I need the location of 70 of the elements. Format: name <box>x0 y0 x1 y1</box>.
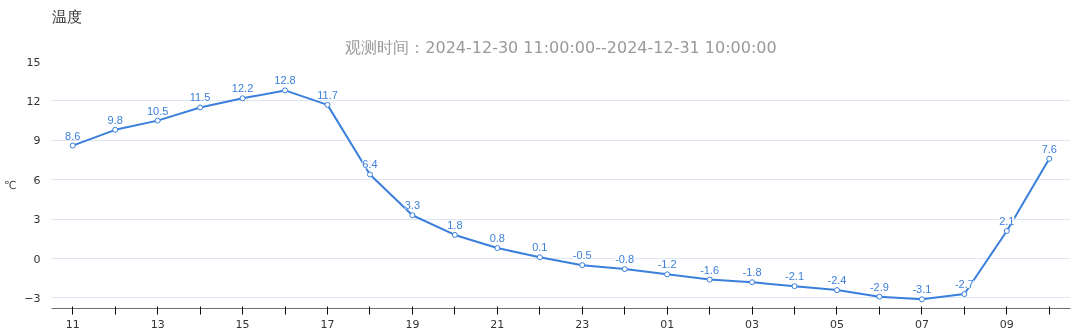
point <box>451 231 458 238</box>
x-tick-label: 11 <box>65 317 80 331</box>
data-label: -2.7 <box>954 278 974 291</box>
x-tick-label: 17 <box>320 317 335 331</box>
data-label: 11.5 <box>189 91 211 104</box>
x-tick-label: 13 <box>150 317 165 331</box>
point <box>366 171 373 178</box>
data-label: 8.6 <box>65 129 81 142</box>
point <box>1003 227 1010 234</box>
point <box>239 95 246 102</box>
data-label: 3.3 <box>404 199 421 212</box>
x-tick-label: 15 <box>235 317 250 331</box>
y-tick-label: 12 <box>26 94 41 108</box>
data-label: 2.1 <box>999 214 1015 227</box>
point <box>324 101 331 108</box>
point <box>282 87 289 94</box>
data-label: -2.4 <box>827 274 847 287</box>
point <box>961 291 968 298</box>
point <box>664 271 671 278</box>
data-label: 11.7 <box>317 88 338 101</box>
y-tick-label: 15 <box>26 55 41 69</box>
data-label: -3.1 <box>912 283 932 296</box>
data-label: 6.4 <box>362 158 378 171</box>
data-label: 0.8 <box>489 232 505 245</box>
x-tick-label: 23 <box>575 317 590 331</box>
point <box>69 142 76 149</box>
point <box>1046 155 1053 162</box>
data-label: -1.6 <box>700 263 720 276</box>
data-label: -1.2 <box>657 258 677 271</box>
y-tick-label: 3 <box>33 213 41 227</box>
y-tick-label: 9 <box>33 134 41 148</box>
point <box>621 266 628 273</box>
data-label: 12.8 <box>274 74 296 87</box>
point <box>791 283 798 290</box>
point <box>749 279 756 286</box>
x-tick-label: 09 <box>999 317 1014 331</box>
point <box>536 254 543 261</box>
data-label: 9.8 <box>107 113 123 126</box>
data-label: -2.1 <box>785 270 805 283</box>
data-label: -0.5 <box>572 249 592 262</box>
point <box>112 126 119 133</box>
chart-title: 温度 <box>51 7 82 26</box>
point <box>154 117 161 124</box>
y-tick-label: −3 <box>24 291 41 305</box>
data-label: 7.6 <box>1041 142 1057 155</box>
y-tick-label: 6 <box>33 173 41 187</box>
point <box>197 104 204 111</box>
point <box>579 262 586 269</box>
data-label: 10.5 <box>146 104 169 117</box>
x-tick-label: 05 <box>829 317 844 331</box>
x-tick-label: 19 <box>405 317 420 331</box>
data-label: 0.1 <box>532 241 548 254</box>
data-label: -1.8 <box>742 266 762 279</box>
data-label: 1.8 <box>447 218 463 231</box>
x-tick-label: 21 <box>490 317 505 331</box>
y-tick-label: 0 <box>33 252 41 266</box>
data-label: -0.8 <box>615 253 635 266</box>
data-label: -2.9 <box>869 280 889 293</box>
point <box>706 276 713 283</box>
point <box>876 293 883 300</box>
point <box>918 296 925 303</box>
point <box>494 245 501 252</box>
x-tick-label: 07 <box>914 317 929 331</box>
data-label: 12.2 <box>231 82 254 95</box>
point <box>409 212 416 219</box>
chart-subtitle: 观测时间：2024-12-30 11:00:00--2024-12-31 10:00:00 <box>345 37 777 57</box>
x-tick-label: 03 <box>745 317 760 331</box>
y-axis-title: ℃ <box>3 178 17 192</box>
x-tick-label: 01 <box>660 317 675 331</box>
point <box>833 287 840 294</box>
